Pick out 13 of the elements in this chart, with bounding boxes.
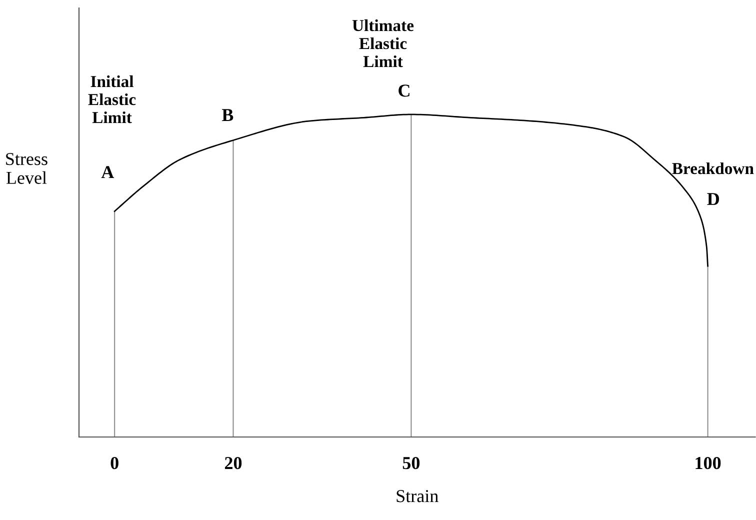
- annotation: A: [101, 166, 114, 178]
- x-axis-title: Strain: [396, 490, 438, 502]
- annotation: D: [707, 193, 720, 205]
- x-tick-label: 50: [402, 456, 420, 470]
- x-tick-label: 20: [224, 456, 242, 470]
- text: Ultimate Elastic Limit: [352, 19, 414, 68]
- x-tick-label: 0: [110, 456, 118, 470]
- x-tick-label: 100: [696, 456, 721, 470]
- annotation: C: [398, 84, 410, 97]
- y-axis-title: Stress Level: [6, 152, 48, 184]
- annotation: Initial Elastic Limit: [88, 75, 136, 124]
- annotation: Breakdown: [672, 162, 754, 174]
- annotation: B: [222, 109, 234, 122]
